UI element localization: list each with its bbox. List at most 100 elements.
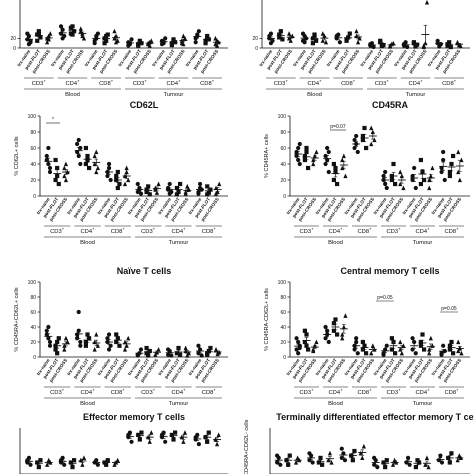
data-point [108, 177, 113, 183]
data-point [302, 339, 307, 345]
y-tick-label: 80 [280, 295, 286, 301]
y-tick-label: 40 [30, 325, 36, 331]
data-point [360, 133, 365, 139]
data-point [441, 157, 446, 163]
data-point [196, 191, 201, 196]
data-point [458, 43, 463, 49]
data-point [78, 145, 83, 151]
data-point [181, 33, 186, 39]
y-tick-label: 80 [280, 130, 286, 136]
y-tick-label: 40 [30, 162, 36, 168]
y-axis-label: % CD45RA+CD62L- cells [244, 419, 250, 474]
data-point [370, 343, 375, 348]
data-point [302, 153, 307, 159]
data-point [94, 169, 99, 175]
data-point [427, 177, 432, 183]
data-point [296, 145, 301, 151]
data-point [72, 29, 77, 34]
data-point [427, 185, 432, 191]
data-point [314, 149, 319, 155]
data-point [44, 332, 49, 337]
group-label: CD8+ [202, 227, 217, 236]
data-point [302, 328, 307, 333]
data-point [149, 430, 154, 435]
data-point [375, 465, 380, 470]
data-point [171, 38, 176, 43]
data-point [62, 347, 67, 352]
group-label: CD8+ [111, 227, 126, 236]
data-point [197, 181, 203, 187]
group-label: CD4+ [328, 388, 343, 397]
group-label: CD8+ [444, 227, 459, 236]
data-point [95, 165, 100, 171]
panel-8: Terminally differentiated effector memor… [244, 412, 474, 474]
data-point [369, 350, 374, 356]
data-point [169, 432, 174, 437]
data-point [92, 41, 97, 46]
data-point [439, 460, 445, 465]
y-axis-label: % CD62L+ cells [14, 136, 20, 176]
data-point [78, 26, 83, 31]
data-point [68, 25, 73, 30]
data-point [405, 44, 410, 50]
data-point [182, 430, 188, 435]
data-point [62, 173, 67, 179]
data-point [106, 332, 112, 337]
data-point [105, 336, 110, 341]
data-point [46, 324, 51, 330]
data-point [326, 149, 331, 155]
data-point [417, 460, 422, 465]
data-point [381, 43, 386, 48]
panel-title: Effector memory T cells [83, 412, 185, 422]
data-point [63, 335, 69, 341]
data-point [447, 169, 452, 175]
data-point [393, 181, 398, 187]
data-point [316, 460, 321, 465]
y-tick-label: 100 [278, 114, 287, 120]
data-point [364, 351, 369, 356]
data-point [286, 462, 291, 467]
data-point [329, 460, 334, 465]
group-label: CD8+ [357, 227, 372, 236]
data-point [369, 141, 374, 147]
data-point [424, 455, 430, 460]
data-point [81, 455, 87, 460]
data-point [178, 352, 183, 357]
data-point [104, 33, 109, 39]
data-point [70, 32, 75, 37]
y-tick-label: 0 [255, 46, 258, 52]
data-point [203, 41, 208, 46]
data-point [449, 339, 454, 345]
data-point [455, 457, 460, 463]
y-tick-label: 80 [30, 295, 36, 301]
data-point [46, 145, 51, 151]
data-point [384, 458, 389, 463]
tissue-label: Tumour [164, 92, 184, 98]
data-point [326, 169, 331, 175]
data-point [448, 44, 453, 50]
data-point [352, 137, 357, 143]
data-point [354, 336, 359, 341]
data-point [44, 328, 49, 333]
panel-title: Naïve T cells [117, 266, 172, 276]
y-tick-label: 20 [280, 340, 286, 346]
tissue-label: Tumour [169, 401, 189, 407]
data-point [95, 31, 100, 36]
data-point [296, 157, 301, 163]
data-point [339, 446, 344, 451]
data-point [56, 181, 61, 187]
data-point [70, 465, 75, 470]
tissue-label: Tumour [413, 240, 433, 246]
y-tick-label: 20 [10, 36, 16, 42]
y-tick-label: 0 [283, 355, 286, 361]
data-point [410, 177, 415, 183]
data-point [203, 38, 208, 43]
data-point [304, 145, 309, 151]
data-point [275, 453, 280, 458]
data-point [355, 351, 360, 356]
data-point [208, 345, 213, 351]
data-point [76, 137, 81, 143]
data-point [206, 430, 211, 435]
data-point [412, 165, 417, 171]
